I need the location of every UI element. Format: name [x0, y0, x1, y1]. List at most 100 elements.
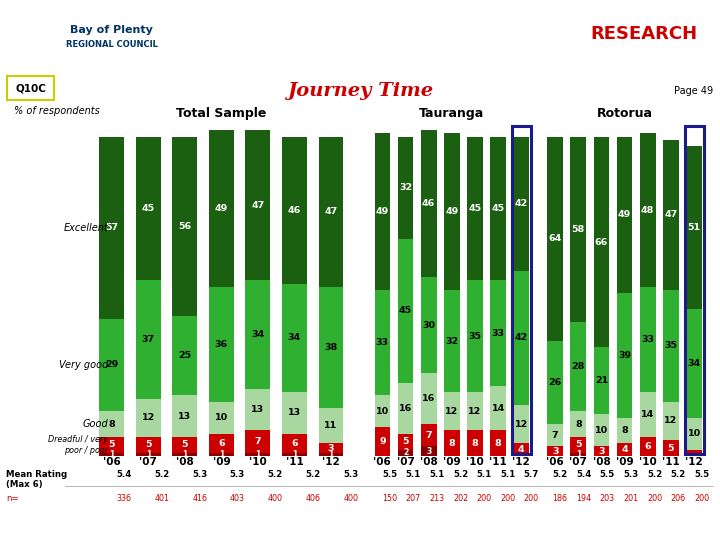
- Text: 42: 42: [515, 333, 528, 342]
- Text: 2: 2: [403, 448, 408, 457]
- Bar: [490, 386, 506, 430]
- Text: Very good: Very good: [59, 360, 108, 370]
- Bar: [444, 290, 459, 392]
- Bar: [318, 453, 343, 456]
- Bar: [420, 277, 436, 373]
- Title: Total Sample: Total Sample: [176, 106, 266, 119]
- Bar: [0, 0, 230, 68]
- Text: 5: 5: [575, 440, 582, 449]
- Bar: [246, 430, 270, 453]
- Bar: [209, 402, 234, 434]
- Text: 32: 32: [399, 183, 412, 192]
- Text: 150: 150: [382, 494, 397, 503]
- Text: 29: 29: [105, 361, 119, 369]
- Text: 47: 47: [665, 211, 678, 219]
- Text: 5.3: 5.3: [343, 470, 359, 479]
- Bar: [686, 450, 702, 456]
- Text: 51: 51: [688, 223, 701, 232]
- Bar: [397, 434, 413, 450]
- Text: 37: 37: [142, 335, 155, 344]
- Text: REGIONAL COUNCIL: REGIONAL COUNCIL: [66, 40, 158, 49]
- Bar: [547, 341, 563, 424]
- Bar: [490, 137, 506, 280]
- Text: 35: 35: [469, 332, 482, 341]
- Text: 12: 12: [142, 413, 155, 422]
- Bar: [246, 453, 270, 456]
- Text: 8: 8: [449, 438, 455, 448]
- Bar: [686, 309, 702, 417]
- Text: 5.5: 5.5: [382, 470, 397, 479]
- Text: 5.7: 5.7: [523, 470, 539, 479]
- Title: Rotorua: Rotorua: [597, 106, 652, 119]
- Bar: [570, 453, 586, 456]
- Bar: [513, 443, 529, 456]
- Text: 1: 1: [576, 450, 581, 459]
- Text: 400: 400: [343, 494, 359, 503]
- Bar: [547, 424, 563, 447]
- Bar: [318, 408, 343, 443]
- Text: 45: 45: [399, 306, 412, 315]
- Bar: [420, 424, 436, 447]
- Text: 49: 49: [445, 207, 459, 216]
- Text: 16: 16: [422, 394, 436, 403]
- Text: 213: 213: [429, 494, 444, 503]
- Text: 6: 6: [644, 442, 651, 451]
- Text: 35: 35: [665, 341, 678, 350]
- Text: 49: 49: [618, 211, 631, 219]
- Text: 5: 5: [109, 440, 115, 449]
- Bar: [640, 287, 656, 392]
- Text: 10: 10: [595, 426, 608, 435]
- Bar: [173, 437, 197, 453]
- Text: 401: 401: [154, 494, 169, 503]
- Text: 5.5: 5.5: [695, 470, 710, 479]
- Text: 5.1: 5.1: [406, 470, 421, 479]
- Text: 45: 45: [492, 204, 505, 213]
- Text: 5.3: 5.3: [624, 470, 639, 479]
- Text: 47: 47: [324, 207, 338, 216]
- Bar: [397, 137, 413, 239]
- Text: 5: 5: [402, 437, 409, 446]
- Text: 33: 33: [376, 338, 389, 347]
- Bar: [420, 447, 436, 456]
- Text: 12: 12: [468, 407, 482, 416]
- Text: 4: 4: [621, 445, 628, 454]
- Bar: [136, 437, 161, 453]
- Bar: [617, 443, 632, 456]
- Bar: [397, 450, 413, 456]
- Bar: [467, 137, 483, 280]
- Text: 10: 10: [215, 413, 228, 422]
- Text: 34: 34: [688, 359, 701, 368]
- Text: KEY: KEY: [551, 25, 590, 43]
- Bar: [663, 290, 679, 402]
- Text: 406: 406: [306, 494, 320, 503]
- Text: 45: 45: [469, 204, 482, 213]
- Text: 1: 1: [219, 450, 224, 459]
- Text: 46: 46: [288, 206, 301, 214]
- Text: 66: 66: [595, 238, 608, 247]
- Text: 28: 28: [572, 362, 585, 371]
- Text: 9: 9: [379, 437, 386, 446]
- Text: 38: 38: [324, 343, 338, 352]
- Text: 49: 49: [376, 207, 389, 216]
- Bar: [99, 137, 125, 319]
- Bar: [663, 440, 679, 456]
- Text: 1: 1: [145, 450, 151, 459]
- Bar: [547, 137, 563, 341]
- Text: 5.2: 5.2: [647, 470, 662, 479]
- Text: 202: 202: [453, 494, 468, 503]
- Text: 5.1: 5.1: [429, 470, 444, 479]
- Text: 13: 13: [288, 408, 301, 417]
- Bar: [490, 430, 506, 456]
- Text: Dreadful / very
poor / poor: Dreadful / very poor / poor: [48, 435, 108, 455]
- Text: 5.2: 5.2: [305, 470, 321, 479]
- Text: 7: 7: [255, 437, 261, 446]
- Bar: [593, 137, 609, 347]
- Text: 8: 8: [575, 420, 582, 429]
- Text: 5.1: 5.1: [477, 470, 492, 479]
- Text: 416: 416: [192, 494, 207, 503]
- Text: 5.3: 5.3: [230, 470, 245, 479]
- Text: 13: 13: [179, 411, 192, 421]
- Bar: [318, 287, 343, 408]
- Bar: [136, 137, 161, 280]
- Bar: [318, 443, 343, 453]
